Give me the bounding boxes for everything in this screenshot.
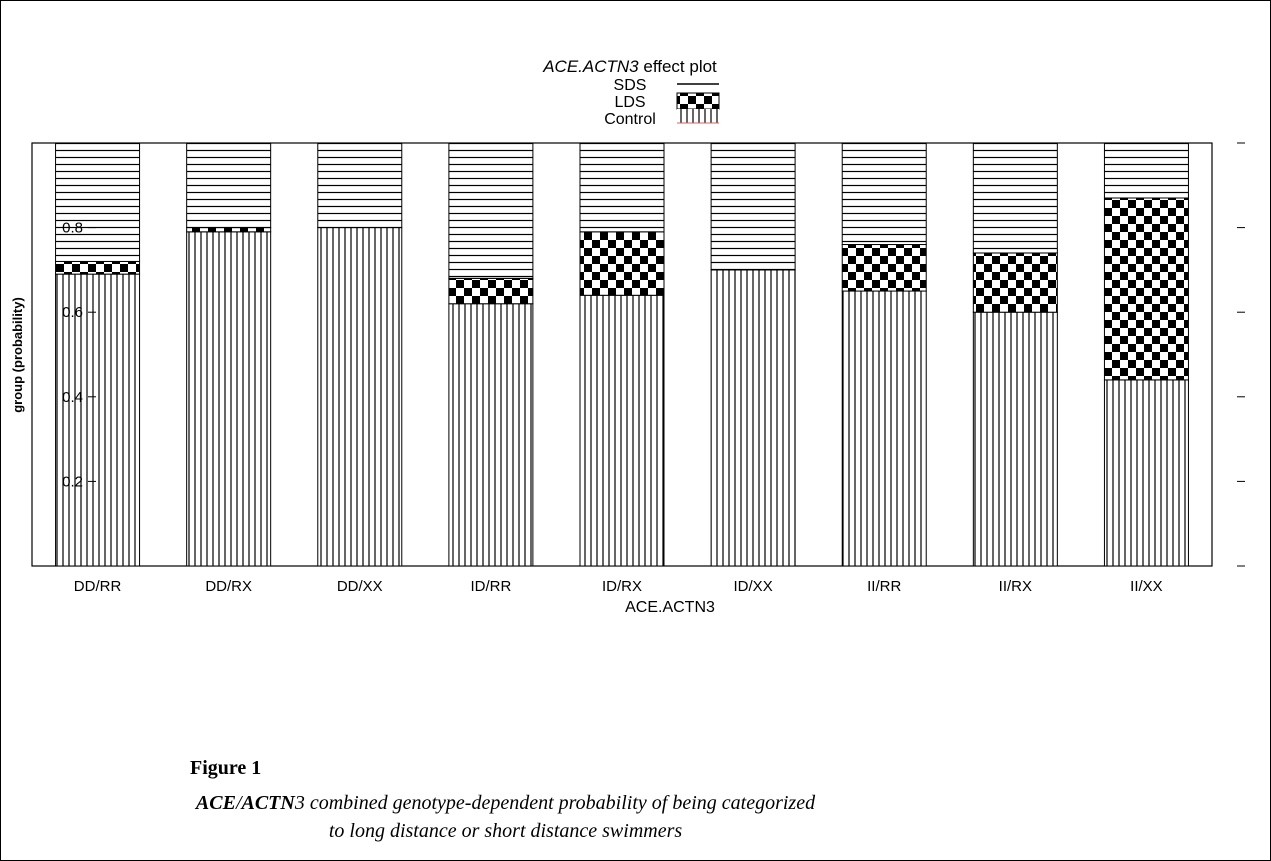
bar-segment-lds-ii-xx <box>1103 197 1189 381</box>
x-tick-label: ID/RX <box>602 578 642 595</box>
bar-segment-sds-id-rx <box>579 142 665 233</box>
bar-segment-control-dd-rx <box>186 231 272 567</box>
bar-segment-control-ii-xx <box>1103 379 1189 567</box>
bar-segment-control-id-rx <box>579 294 665 567</box>
bar-segment-sds-dd-xx <box>317 142 403 229</box>
x-tick-label: DD/XX <box>337 578 383 595</box>
bar-segment-control-dd-xx <box>317 227 403 567</box>
legend-swatch-control <box>677 109 719 123</box>
bar-segment-sds-dd-rr <box>55 142 141 262</box>
legend-label-control: Control <box>604 111 656 128</box>
bar-segment-sds-ii-rr <box>841 142 927 246</box>
bar-segment-sds-ii-rx <box>972 142 1058 254</box>
y-tick-label: 0.4 <box>62 389 83 406</box>
bar-segment-control-id-rr <box>448 303 534 567</box>
bar-segment-lds-dd-rr <box>55 260 141 275</box>
x-tick-label: II/RR <box>867 578 901 595</box>
bar-segment-control-ii-rx <box>972 311 1058 567</box>
x-tick-label: II/XX <box>1130 578 1163 595</box>
x-tick-label: DD/RX <box>205 578 252 595</box>
bar-segment-sds-id-xx <box>710 142 796 271</box>
y-tick-label: 0.6 <box>62 304 83 321</box>
bar-segment-lds-id-rx <box>579 231 665 296</box>
bar-segment-sds-id-rr <box>448 142 534 279</box>
bar-segment-control-dd-rr <box>55 273 141 567</box>
chart-title: ACE.ACTN3 effect plot <box>542 57 717 76</box>
x-tick-label: ID/RR <box>470 578 511 595</box>
x-tick-label: DD/RR <box>74 578 122 595</box>
bar-segment-lds-id-rr <box>448 277 534 305</box>
y-axis-label: group (probability) <box>10 297 25 413</box>
bar-segment-control-id-xx <box>710 269 796 567</box>
x-tick-label: II/RX <box>999 578 1032 595</box>
x-tick-label: ID/XX <box>734 578 773 595</box>
legend-label-sds: SDS <box>614 77 647 94</box>
bar-segment-sds-dd-rx <box>186 142 272 229</box>
caption-line-2: to long distance or short distance swimm… <box>328 820 683 842</box>
bar-segment-lds-ii-rr <box>841 244 927 292</box>
legend-label-lds: LDS <box>614 94 645 111</box>
legend-swatch-lds <box>676 92 720 110</box>
figure-label: Figure 1 <box>190 757 262 779</box>
bars-group <box>55 142 1189 567</box>
x-axis: DD/RR DD/RX DD/XX ID/RR ID/RX ID/XX II/RR II/RX… <box>74 578 1163 595</box>
y-axis: 0.2 0.4 0.6 0.8 <box>62 142 1245 567</box>
caption-line-1: ACE/ACTN3 combined genotype-dependent pr… <box>195 792 816 814</box>
y-tick-label: 0.8 <box>62 220 83 237</box>
bar-segment-control-ii-rr <box>841 290 927 567</box>
bar-segment-lds-ii-rx <box>972 252 1058 313</box>
bar-segment-sds-ii-xx <box>1103 142 1189 199</box>
y-tick-label: 0.2 <box>62 473 83 490</box>
bar-segment-lds-dd-rx <box>186 227 272 233</box>
x-axis-label: ACE.ACTN3 <box>625 599 715 616</box>
